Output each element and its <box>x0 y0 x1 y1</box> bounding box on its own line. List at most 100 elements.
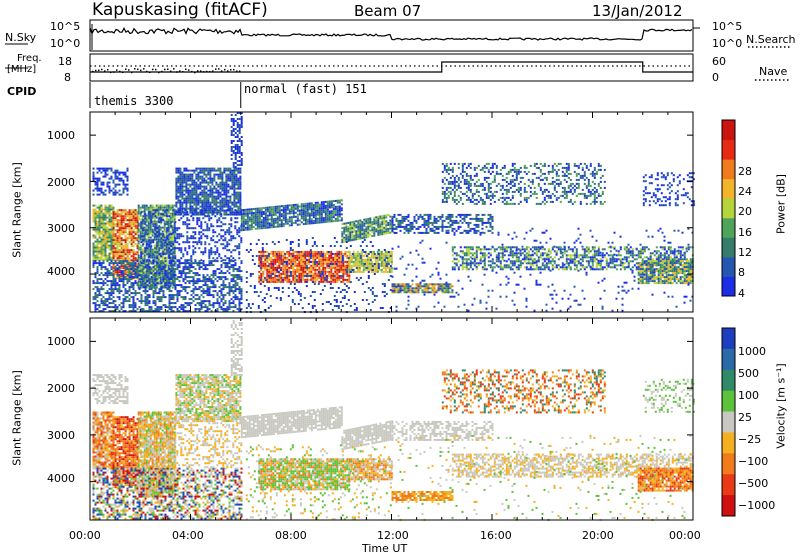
power-heatmap-pixel <box>325 209 327 211</box>
power-heatmap-pixel <box>149 306 151 308</box>
power-heatmap-pixel <box>135 302 137 304</box>
power-heatmap-pixel <box>135 280 137 282</box>
power-heatmap-pixel <box>101 219 103 221</box>
power-heatmap-pixel <box>221 198 223 200</box>
power-heatmap-pixel <box>93 194 95 196</box>
power-heatmap-pixel <box>351 225 353 227</box>
power-heatmap-pixel <box>315 222 317 224</box>
power-heatmap-pixel <box>202 253 204 255</box>
power-heatmap-pixel <box>164 227 166 229</box>
power-heatmap-pixel <box>217 190 219 192</box>
power-heatmap-pixel <box>231 134 233 136</box>
power-heatmap-pixel <box>125 268 127 270</box>
power-heatmap-pixel <box>170 239 172 241</box>
power-heatmap-pixel <box>357 224 359 226</box>
power-heatmap-pixel <box>219 202 221 204</box>
power-heatmap-pixel <box>211 278 213 280</box>
power-heatmap-pixel <box>221 208 223 210</box>
power-heatmap-pixel <box>237 208 239 210</box>
power-heatmap-pixel <box>121 308 123 310</box>
power-heatmap-pixel <box>117 192 119 194</box>
power-heatmap-pixel <box>119 304 121 306</box>
power-heatmap-pixel <box>270 261 272 263</box>
power-heatmap-pixel <box>319 218 321 220</box>
power-heatmap-pixel <box>113 292 115 294</box>
power-heatmap-pixel <box>276 281 278 283</box>
power-heatmap-pixel <box>129 300 131 302</box>
power-heatmap-pixel <box>138 223 140 225</box>
power-heatmap-pixel <box>115 223 117 225</box>
power-heatmap-pixel <box>111 251 113 253</box>
power-heatmap-pixel <box>241 270 243 272</box>
power-heatmap-pixel <box>343 241 345 243</box>
power-heatmap-pixel <box>193 190 195 192</box>
power-heatmap-pixel <box>166 249 168 251</box>
freq-sample <box>179 70 181 72</box>
power-heatmap-pixel <box>208 227 210 229</box>
power-heatmap-pixel <box>284 265 286 267</box>
power-heatmap-pixel <box>169 298 171 300</box>
power-heatmap-pixel <box>265 217 267 219</box>
power-heatmap-pixel <box>93 168 95 170</box>
power-heatmap-pixel <box>164 247 166 249</box>
power-heatmap-pixel <box>302 271 304 273</box>
power-heatmap-pixel <box>272 251 274 253</box>
power-heatmap-pixel <box>105 168 107 170</box>
power-heatmap-pixel <box>288 279 290 281</box>
power-heatmap-pixel <box>175 172 177 174</box>
power-heatmap-pixel <box>296 257 298 259</box>
power-heatmap-pixel <box>353 223 355 225</box>
power-heatmap-pixel <box>220 229 222 231</box>
power-heatmap-pixel <box>205 268 207 270</box>
power-heatmap-pixel <box>101 188 103 190</box>
power-heatmap-pixel <box>261 211 263 213</box>
power-heatmap-pixel <box>131 219 133 221</box>
power-heatmap-pixel <box>140 225 142 227</box>
power-heatmap-pixel <box>123 276 125 278</box>
power-heatmap-pixel <box>225 302 227 304</box>
power-heatmap-pixel <box>135 217 137 219</box>
power-heatmap-pixel <box>139 306 141 308</box>
power-heatmap-pixel <box>107 239 109 241</box>
power-heatmap-pixel <box>146 239 148 241</box>
power-heatmap-pixel <box>203 192 205 194</box>
power-heatmap-pixel <box>296 271 298 273</box>
power-heatmap-pixel <box>280 251 282 253</box>
power-heatmap-pixel <box>159 274 161 276</box>
power-heatmap-pixel <box>213 282 215 284</box>
power-heatmap-pixel <box>237 200 239 202</box>
power-heatmap-pixel <box>284 257 286 259</box>
power-heatmap-pixel <box>158 221 160 223</box>
power-heatmap-pixel <box>224 237 226 239</box>
power-heatmap-pixel <box>347 230 349 232</box>
power-heatmap-pixel <box>97 294 99 296</box>
power-heatmap-pixel <box>247 223 249 225</box>
power-heatmap-pixel <box>212 235 214 237</box>
power-heatmap-pixel <box>183 202 185 204</box>
power-heatmap-pixel <box>221 174 223 176</box>
power-heatmap-pixel <box>263 223 265 225</box>
power-heatmap-pixel <box>323 219 325 221</box>
power-heatmap-pixel <box>297 224 299 226</box>
power-heatmap-pixel <box>330 265 332 267</box>
power-heatmap-pixel <box>290 267 292 269</box>
power-heatmap-pixel <box>235 202 237 204</box>
power-heatmap-pixel <box>209 178 211 180</box>
power-heatmap-pixel <box>369 226 371 228</box>
power-heatmap-pixel <box>296 277 298 279</box>
power-heatmap-pixel <box>105 213 107 215</box>
power-heatmap-pixel <box>137 272 139 274</box>
power-heatmap-pixel <box>262 263 264 265</box>
power-heatmap-pixel <box>155 292 157 294</box>
power-heatmap-pixel <box>293 210 295 212</box>
power-heatmap-pixel <box>258 275 260 277</box>
power-heatmap-pixel <box>373 231 375 233</box>
power-heatmap-pixel <box>97 255 99 257</box>
power-heatmap-pixel <box>353 237 355 239</box>
power-heatmap-pixel <box>113 245 115 247</box>
power-heatmap-pixel <box>235 276 237 278</box>
power-heatmap-pixel <box>235 166 237 168</box>
power-heatmap-pixel <box>119 237 121 239</box>
power-heatmap-pixel <box>379 216 381 218</box>
power-heatmap-pixel <box>278 259 280 261</box>
